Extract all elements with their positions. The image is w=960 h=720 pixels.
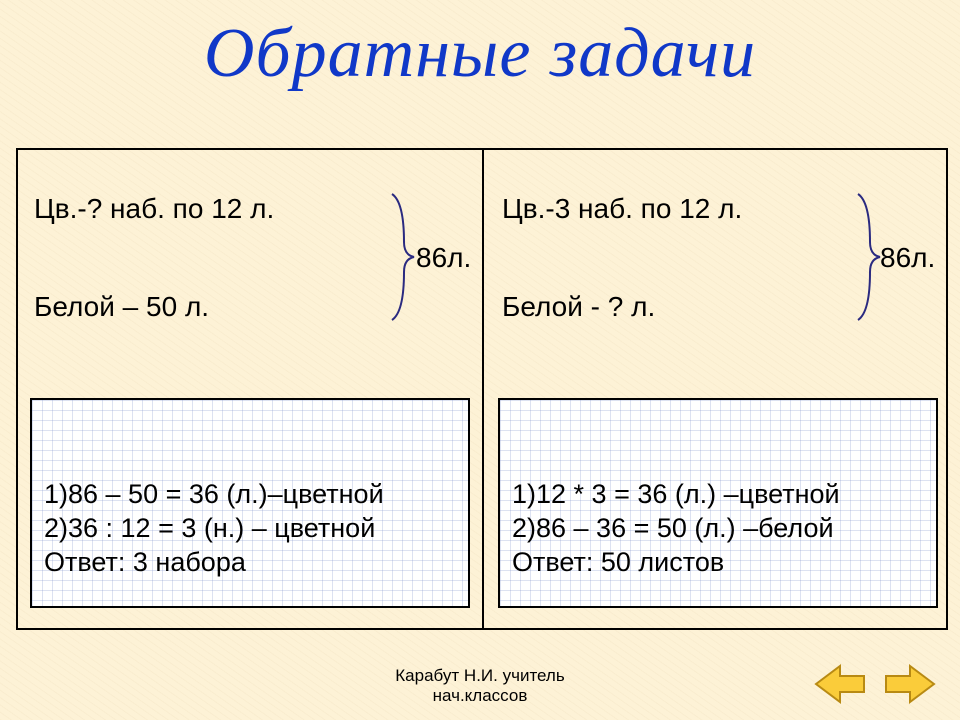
left-solution-answer: Ответ: 3 набора [44,546,246,580]
right-solution-step2: 2)86 – 36 = 50 (л.) –белой [512,512,834,546]
footer-line1: Карабут Н.И. учитель [395,666,564,685]
brace-icon [856,192,882,322]
left-problem-total: 86л. [416,242,471,274]
vertical-divider [482,150,484,628]
left-solution-box: 1)86 – 50 = 36 (л.)–цветной 2)36 : 12 = … [30,398,470,608]
right-problem-total: 86л. [880,242,935,274]
footer-line2: нач.классов [433,686,528,705]
right-solution-box: 1)12 * 3 = 36 (л.) –цветной 2)86 – 36 = … [498,398,938,608]
prev-button[interactable] [812,662,868,706]
left-solution-step1: 1)86 – 50 = 36 (л.)–цветной [44,478,384,512]
slide: Обратные задачи Цв.-? наб. по 12 л. 86л.… [0,0,960,720]
right-solution-step1: 1)12 * 3 = 36 (л.) –цветной [512,478,840,512]
brace-icon [390,192,416,322]
page-title: Обратные задачи [0,14,960,94]
next-button[interactable] [882,662,938,706]
content-box: Цв.-? наб. по 12 л. 86л. Белой – 50 л. Ц… [16,148,948,630]
left-solution-step2: 2)36 : 12 = 3 (н.) – цветной [44,512,375,546]
right-solution-answer: Ответ: 50 листов [512,546,724,580]
